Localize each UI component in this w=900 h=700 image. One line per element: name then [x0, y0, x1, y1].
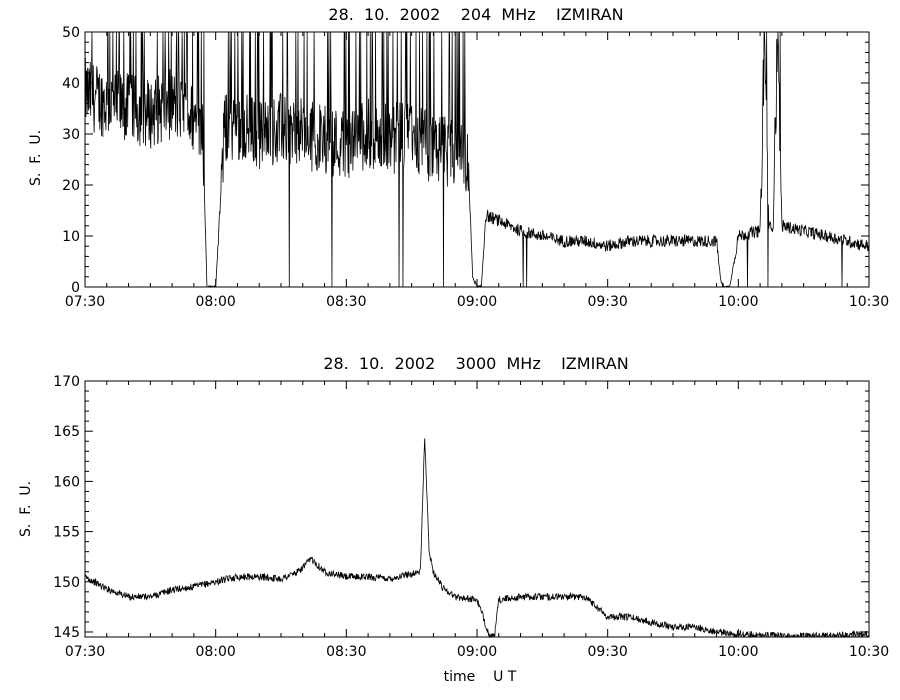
tick-group-3000mhz [84, 380, 870, 637]
y-tick-label-0-1: 10 [62, 229, 80, 245]
plot-frame-3000mhz [84, 380, 870, 638]
x-tick-label-0-6: 10:30 [849, 294, 889, 310]
tick-label-group-204mhz: 07:30 08:00 08:30 09:00 09:30 10:00 10:30 0 10 20… [62, 25, 889, 310]
x-tick-label-0-3: 09:00 [457, 294, 497, 310]
x-tick-label-1-0: 07:30 [65, 644, 105, 660]
x-tick-label-0-2: 08:30 [326, 294, 366, 310]
panel-204mhz: 28. 10. 2002 204 MHz IZMIRAN S. F. U. 07… [28, 5, 889, 310]
y-tick-label-1-2: 155 [53, 525, 80, 541]
x-axis-label-3000mhz: time U T [444, 669, 517, 685]
plot-frame-204mhz [84, 31, 870, 288]
y-tick-label-0-3: 30 [62, 127, 80, 143]
series-line-3000mhz [84, 438, 870, 639]
x-tick-label-0-1: 08:00 [195, 294, 235, 310]
y-tick-label-0-4: 40 [62, 76, 80, 92]
y-tick-label-1-0: 145 [53, 625, 80, 641]
y-tick-label-1-5: 170 [53, 374, 80, 390]
x-tick-label-0-0: 07:30 [65, 294, 105, 310]
x-tick-label-1-6: 10:30 [849, 644, 889, 660]
panel-3000mhz: 28. 10. 2002 3000 MHz IZMIRAN S. F. U. 0… [18, 354, 889, 685]
x-tick-label-1-4: 09:30 [587, 644, 627, 660]
x-tick-label-1-2: 08:30 [326, 644, 366, 660]
chart-title-3000mhz: 28. 10. 2002 3000 MHz IZMIRAN [323, 354, 628, 373]
y-tick-label-1-3: 160 [53, 474, 80, 490]
x-tick-label-1-3: 09:00 [457, 644, 497, 660]
y-tick-label-1-1: 150 [53, 575, 80, 591]
x-tick-label-1-1: 08:00 [195, 644, 235, 660]
y-axis-label-3000mhz: S. F. U. [18, 481, 34, 537]
y-tick-label-0-2: 20 [62, 178, 80, 194]
y-tick-label-0-0: 0 [71, 280, 80, 296]
x-tick-label-0-5: 10:00 [718, 294, 758, 310]
tick-label-group-3000mhz: 07:30 08:00 08:30 09:00 09:30 10:00 10:30 145 15… [53, 374, 889, 660]
series-line-204mhz [84, 31, 870, 289]
chart-title-204mhz: 28. 10. 2002 204 MHz IZMIRAN [328, 5, 623, 24]
y-axis-label-204mhz: S. F. U. [28, 130, 44, 186]
y-tick-label-1-4: 165 [53, 424, 80, 440]
y-tick-label-0-5: 50 [62, 25, 80, 41]
x-tick-label-0-4: 09:30 [587, 294, 627, 310]
x-tick-label-1-5: 10:00 [718, 644, 758, 660]
tick-group-204mhz [84, 31, 870, 288]
